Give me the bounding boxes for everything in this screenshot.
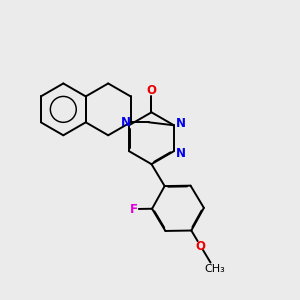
Text: N: N [176, 117, 185, 130]
Text: F: F [130, 202, 137, 215]
Text: N: N [176, 147, 185, 160]
Text: O: O [146, 84, 157, 97]
Text: CH₃: CH₃ [204, 264, 225, 274]
Text: N: N [121, 116, 131, 129]
Text: O: O [196, 240, 206, 253]
